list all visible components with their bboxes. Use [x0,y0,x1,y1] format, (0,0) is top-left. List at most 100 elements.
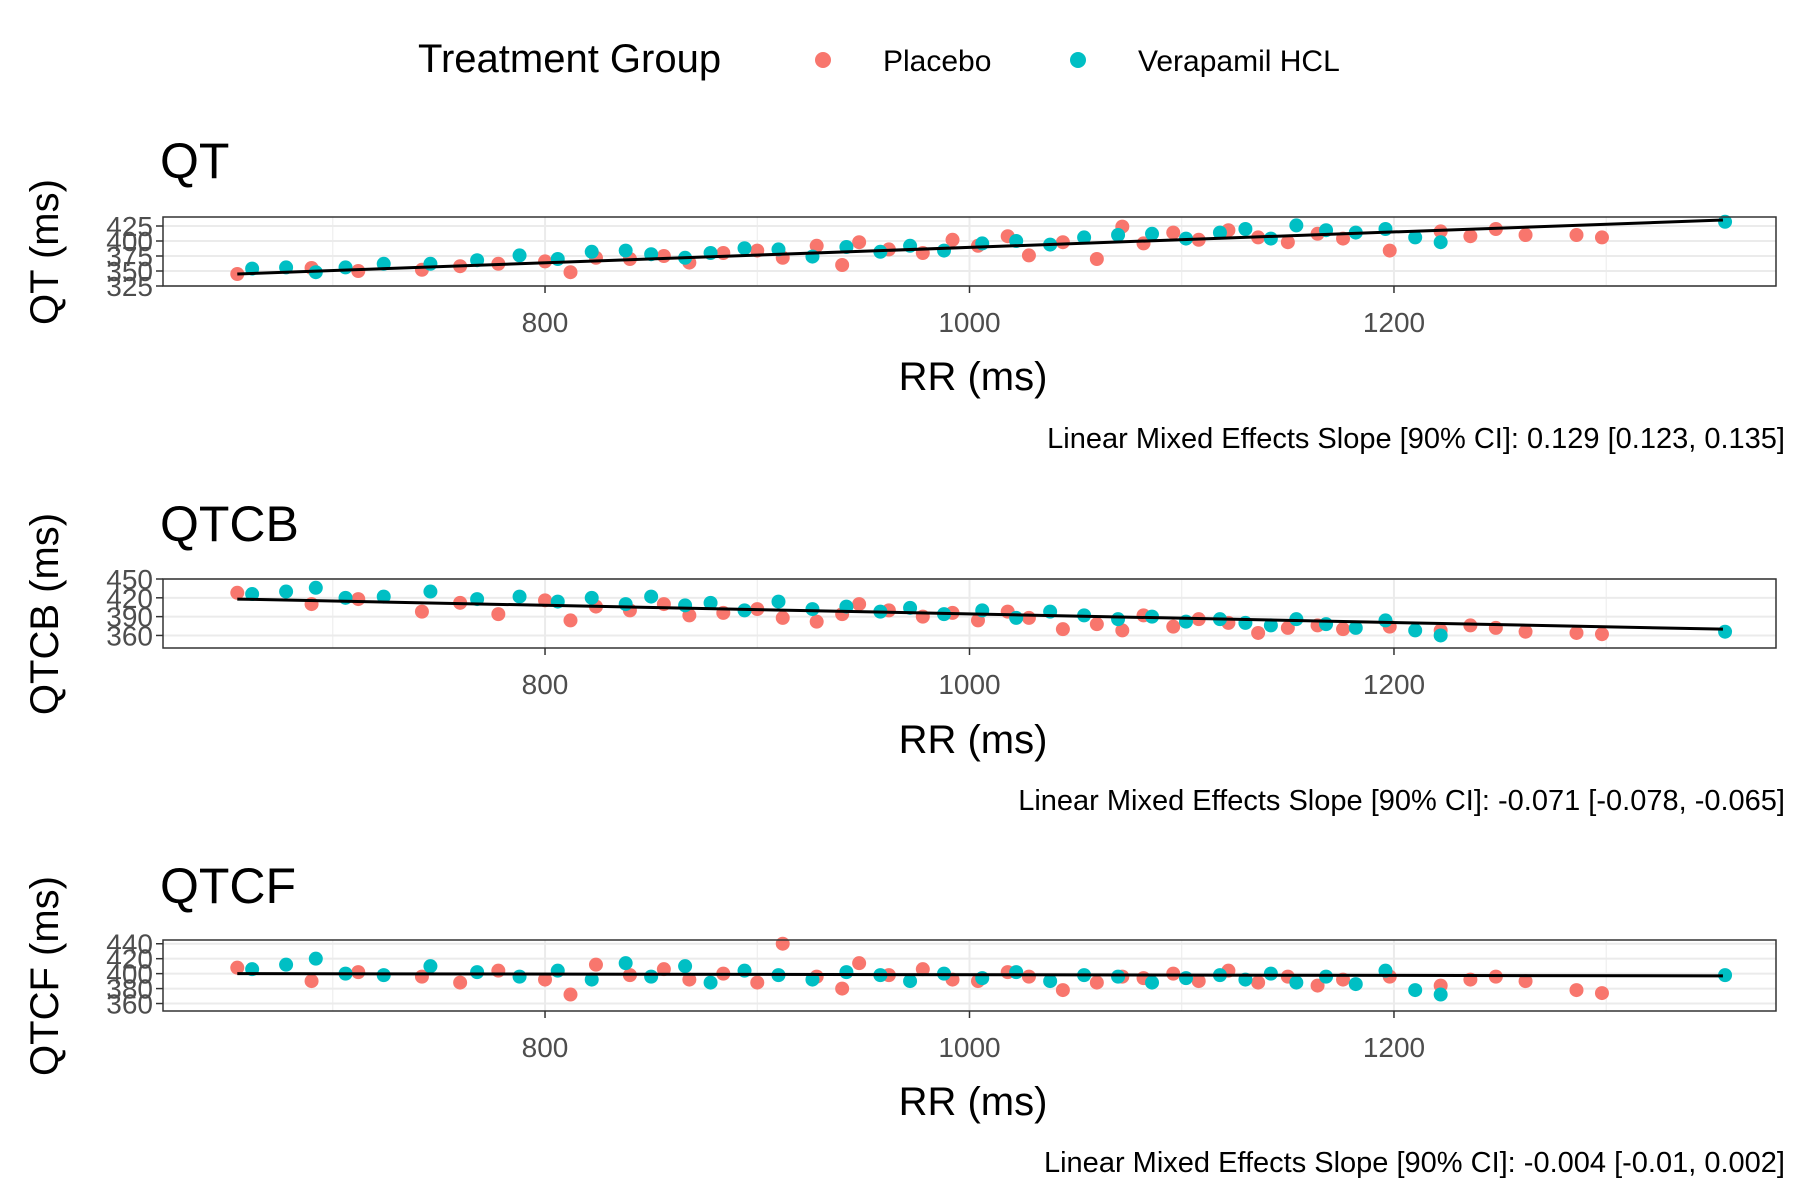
x-axis-title: RR (ms) [899,718,1048,762]
point-verapamil-hcl [703,595,718,610]
point-verapamil-hcl [423,584,438,599]
panel-title: QTCB [160,496,299,552]
legend-key-verapamil [1070,52,1086,68]
point-verapamil-hcl [805,602,820,617]
point-placebo [1055,235,1070,250]
y-tick-label: 380 [106,974,153,1005]
point-verapamil-hcl [975,971,990,986]
y-tick-label: 425 [106,211,153,242]
x-tick-label: 800 [522,307,569,338]
point-placebo [1021,610,1036,625]
point-placebo [775,610,790,625]
y-axis-title: QT (ms) [23,179,67,325]
point-placebo [1280,235,1295,250]
point-verapamil-hcl [1718,624,1733,639]
point-placebo [1518,624,1533,639]
y-tick-label: 360 [106,989,153,1020]
y-tick-label: 450 [106,564,153,595]
point-placebo [1166,225,1181,240]
point-placebo [835,258,850,272]
plot-border [162,578,1777,649]
point-verapamil-hcl [903,974,918,989]
point-placebo [414,604,429,619]
point-verapamil-hcl [584,244,599,259]
point-placebo [563,987,578,1002]
point-placebo [945,232,960,247]
point-placebo [775,936,790,951]
point-placebo [1055,983,1070,998]
point-placebo [1021,969,1036,984]
point-verapamil-hcl [839,965,854,980]
point-verapamil-hcl [1319,617,1334,632]
point-placebo [1518,228,1533,242]
slope-caption: Linear Mixed Effects Slope [90% CI]: 0.1… [1047,423,1785,455]
x-tick-label: 1200 [1363,307,1425,338]
point-placebo [230,585,245,600]
y-tick-label: 390 [106,602,153,633]
x-tick-label: 1200 [1363,669,1425,700]
y-axis-title: QTCF (ms) [23,876,67,1076]
point-verapamil-hcl [805,972,820,987]
plot-border [162,939,1777,1012]
y-axis-title: QTCB (ms) [23,513,67,715]
slope-caption: Linear Mixed Effects Slope [90% CI]: -0.… [1044,1147,1785,1179]
legend-key-placebo [815,52,831,68]
point-verapamil-hcl [512,969,527,984]
point-verapamil-hcl [1289,975,1304,990]
point-placebo [1594,986,1609,1001]
slope-caption: Linear Mixed Effects Slope [90% CI]: -0.… [1018,785,1785,817]
x-tick-label: 800 [522,1032,569,1063]
point-verapamil-hcl [1212,225,1227,240]
point-verapamil-hcl [1348,977,1363,992]
x-tick-label: 1000 [938,1032,1000,1063]
point-verapamil-hcl [512,248,527,263]
point-verapamil-hcl [1408,983,1423,998]
point-placebo [852,956,867,971]
point-verapamil-hcl [771,594,786,609]
point-placebo [656,962,671,977]
x-tick-label: 1000 [938,669,1000,700]
point-verapamil-hcl [1145,226,1160,241]
point-verapamil-hcl [1178,971,1193,986]
point-placebo [1089,975,1104,990]
point-placebo [915,962,930,977]
y-tick-label: 360 [106,620,153,651]
y-tick-label: 420 [106,583,153,614]
legend-label-verapamil: Verapamil HCL [1138,45,1340,78]
point-verapamil-hcl [1433,628,1448,643]
point-placebo [588,957,603,972]
point-verapamil-hcl [1009,610,1024,625]
y-tick-label: 325 [106,271,153,302]
point-placebo [1115,623,1130,638]
point-placebo [1569,983,1584,998]
point-placebo [809,614,824,629]
point-verapamil-hcl [1378,613,1393,628]
point-verapamil-hcl [678,959,693,974]
point-placebo [682,972,697,987]
y-tick-label: 420 [106,944,153,975]
point-placebo [491,607,506,622]
y-tick-label: 400 [106,226,153,257]
legend: Treatment Group Placebo Verapamil HCL [418,37,1340,81]
scatter-points [230,580,1733,643]
point-verapamil-hcl [512,589,527,604]
point-verapamil-hcl [584,972,599,987]
legend-title: Treatment Group [418,37,721,81]
point-verapamil-hcl [678,598,693,613]
point-placebo [1021,248,1036,263]
fit-line [237,972,1723,978]
point-placebo [491,963,506,978]
point-placebo [1518,974,1533,989]
point-verapamil-hcl [1111,228,1126,242]
point-verapamil-hcl [584,590,599,605]
point-verapamil-hcl [1111,969,1126,984]
point-verapamil-hcl [1111,612,1126,627]
point-verapamil-hcl [1263,966,1278,981]
point-placebo [351,965,366,980]
